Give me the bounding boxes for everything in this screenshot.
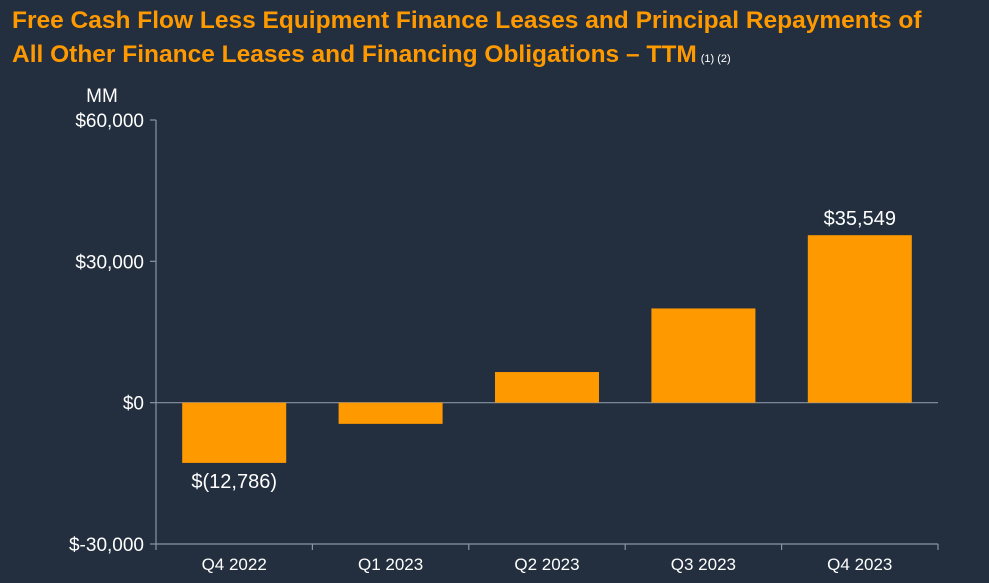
data-label: $35,549 xyxy=(824,208,896,230)
bar-q4-2023 xyxy=(807,235,912,403)
y-tick-label: $0 xyxy=(123,394,144,415)
x-tick-label: Q2 2023 xyxy=(514,555,579,574)
y-tick-label: $-30,000 xyxy=(69,535,144,556)
x-tick-label: Q1 2023 xyxy=(358,555,423,574)
data-label: $(12,786) xyxy=(191,471,277,493)
x-tick-label: Q4 2023 xyxy=(827,555,892,574)
chart-title-footnotes: (1) (2) xyxy=(700,53,731,65)
bar-q1-2023 xyxy=(338,402,443,424)
y-tick-label: $30,000 xyxy=(75,252,144,273)
bar-q3-2023 xyxy=(651,308,756,403)
bar-q2-2023 xyxy=(495,372,599,403)
x-tick-label: Q3 2023 xyxy=(671,555,736,574)
chart-title: Free Cash Flow Less Equipment Finance Le… xyxy=(12,4,977,76)
y-tick-label: $60,000 xyxy=(75,111,144,132)
x-tick-label: Q4 2022 xyxy=(202,555,267,574)
y-axis-unit-label: MM xyxy=(86,86,118,107)
bar-q4-2022 xyxy=(182,402,287,463)
chart-title-line1: Free Cash Flow Less Equipment Finance Le… xyxy=(12,7,922,34)
chart-title-line2: All Other Finance Leases and Financing O… xyxy=(12,41,697,68)
